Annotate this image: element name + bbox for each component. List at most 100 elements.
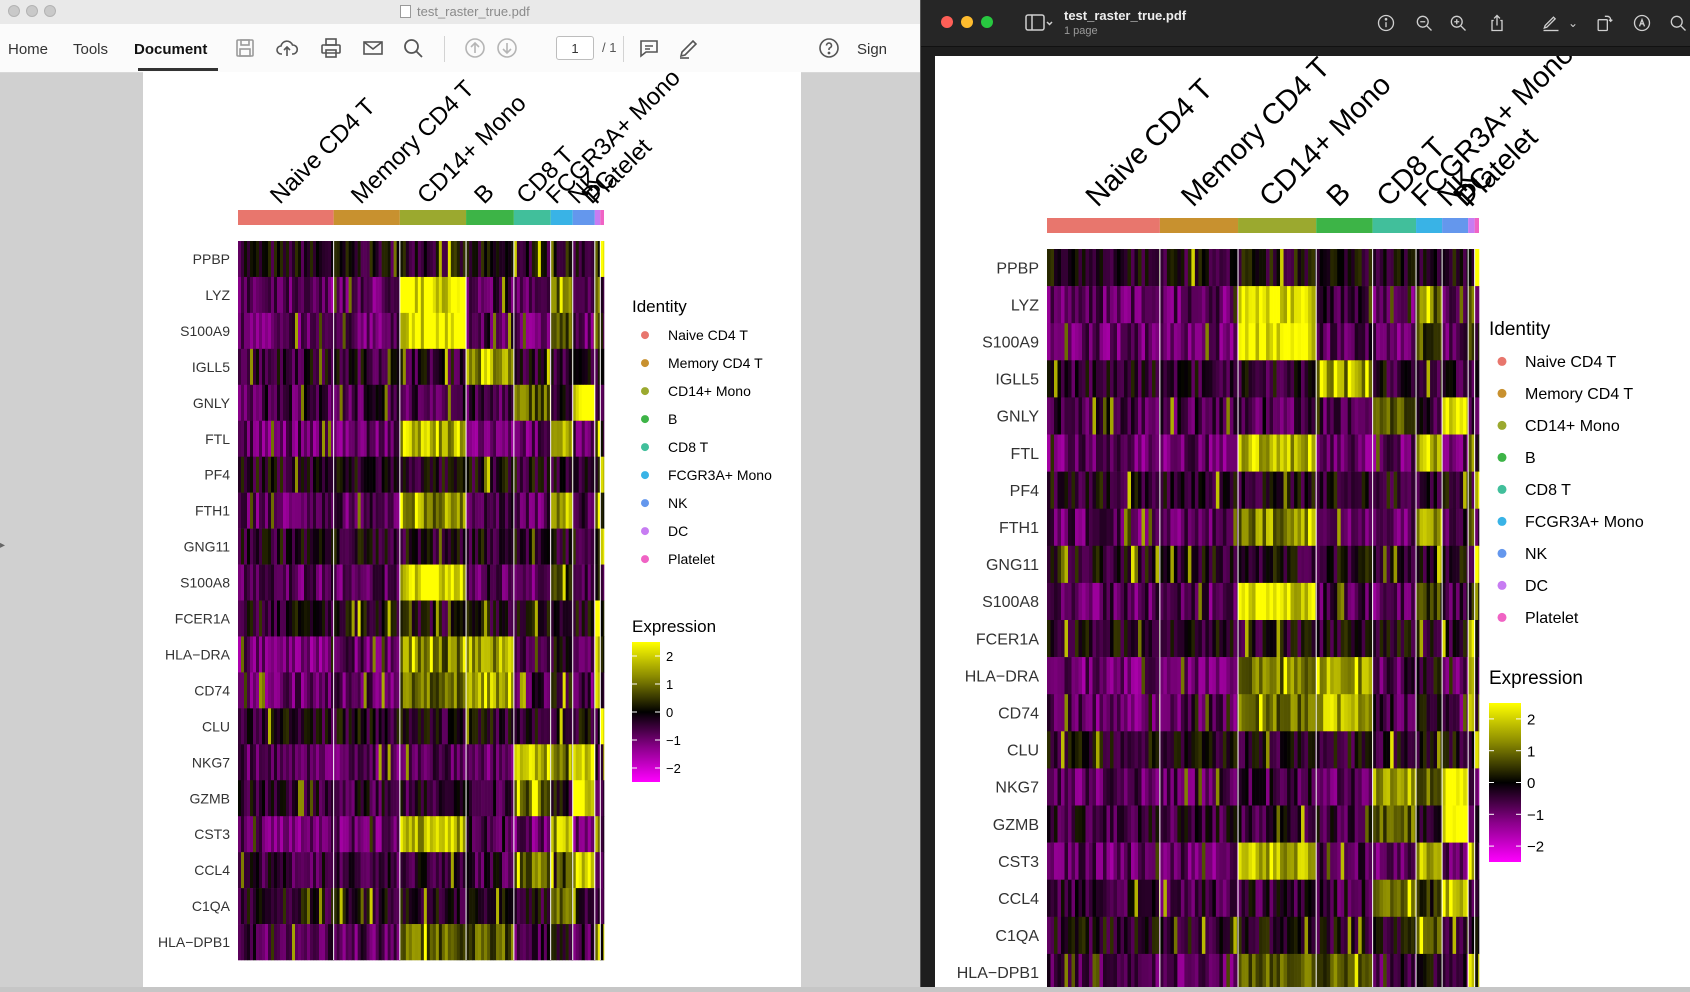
heatmap-cell (1284, 880, 1288, 917)
page-number-input[interactable] (556, 36, 594, 60)
heatmap-cell (298, 852, 301, 888)
heatmap-cell (1216, 397, 1220, 434)
highlight-pen-icon[interactable] (676, 35, 702, 61)
zoom-in-icon[interactable] (1446, 11, 1470, 35)
tab-tools[interactable]: Tools (73, 41, 108, 58)
heatmap-cell (1135, 472, 1139, 509)
group-color-bar (573, 210, 595, 225)
heatmap-cell (367, 780, 370, 816)
heatmap-cell (1174, 843, 1178, 880)
markup-dropdown-chevron-icon[interactable]: ⌄ (1566, 11, 1580, 35)
tab-document[interactable]: Document (134, 41, 207, 58)
email-icon[interactable] (360, 35, 386, 61)
heatmap-cell (409, 457, 412, 493)
heatmap-cell (1308, 843, 1312, 880)
sidebar-icon[interactable] (1021, 11, 1057, 35)
zoom-window-button[interactable] (981, 16, 993, 28)
heatmap-cell (373, 601, 376, 637)
heatmap-cell (1191, 620, 1195, 657)
rotate-icon[interactable] (1592, 11, 1616, 35)
heatmap-cell (304, 780, 307, 816)
heatmap-cell (603, 708, 604, 744)
heatmap-cell (298, 565, 301, 601)
heatmap-cell (576, 241, 579, 277)
heatmap-cell (1249, 249, 1253, 286)
heatmap-cell (1107, 249, 1111, 286)
search-icon[interactable] (1666, 11, 1690, 35)
heatmap-cell (1167, 768, 1171, 805)
heatmap-cell (313, 888, 316, 924)
heatmap-cell (427, 816, 430, 852)
tab-home[interactable]: Home (8, 41, 48, 58)
heatmap-cell (355, 744, 358, 780)
heatmap-cell (1145, 694, 1149, 731)
help-icon[interactable] (816, 35, 842, 61)
cloud-upload-icon[interactable] (274, 35, 300, 61)
heatmap-cell (1068, 249, 1072, 286)
heatmap-cell (569, 457, 572, 493)
heatmap-cell (388, 888, 391, 924)
heatmap-cell (1124, 323, 1128, 360)
share-icon[interactable] (1485, 11, 1509, 35)
page-up-icon[interactable] (462, 35, 488, 61)
heatmap-cell (490, 313, 493, 349)
zoom-window-button[interactable] (44, 5, 56, 17)
heatmap-cell (1387, 546, 1391, 583)
panel-expand-arrow-icon[interactable]: ▸ (0, 540, 5, 551)
print-icon[interactable] (318, 35, 344, 61)
heatmap-cell (289, 385, 292, 421)
comment-icon[interactable] (636, 35, 662, 61)
heatmap-cell (493, 924, 496, 960)
heatmap-cell (547, 888, 550, 924)
zoom-out-icon[interactable] (1412, 11, 1436, 35)
heatmap-cell (328, 672, 331, 708)
heatmap-cell (301, 493, 304, 529)
heatmap-cell (379, 529, 382, 565)
close-window-button[interactable] (941, 16, 953, 28)
page-down-icon[interactable] (494, 35, 520, 61)
heatmap-cell (1054, 323, 1058, 360)
heatmap-cell (1072, 880, 1076, 917)
heatmap-cell (1387, 620, 1391, 657)
heatmap-cell (1351, 509, 1355, 546)
heatmap-cell (1184, 768, 1188, 805)
heatmap-cell (310, 529, 313, 565)
heatmap-cell (1198, 360, 1202, 397)
info-icon[interactable] (1374, 11, 1398, 35)
heatmap-cell (1380, 806, 1384, 843)
heatmap-cell (1198, 323, 1202, 360)
heatmap-cell (436, 241, 439, 277)
heatmap-cell (1478, 620, 1479, 657)
heatmap-cell (394, 708, 397, 744)
heatmap-cell (1390, 286, 1394, 323)
search-icon[interactable] (400, 35, 426, 61)
heatmap-cell (1089, 509, 1093, 546)
heatmap-cell (1327, 546, 1331, 583)
heatmap-cell (1327, 360, 1331, 397)
heatmap-cell (1449, 583, 1453, 620)
heatmap-cell (1135, 620, 1139, 657)
heatmap-cell (560, 565, 563, 601)
annotate-icon[interactable] (1630, 11, 1654, 35)
heatmap-cell (544, 385, 547, 421)
heatmap-cell (1404, 768, 1408, 805)
minimize-window-button[interactable] (961, 16, 973, 28)
heatmap-cell (382, 744, 385, 780)
heatmap-cell (352, 636, 355, 672)
heatmap-cell (1416, 843, 1420, 880)
heatmap-cell (304, 457, 307, 493)
heatmap-cell (1072, 806, 1076, 843)
heatmap-cell (1121, 397, 1125, 434)
minimize-window-button[interactable] (26, 5, 38, 17)
heatmap-cell (259, 744, 262, 780)
save-icon[interactable] (232, 35, 258, 61)
heatmap-cell (529, 313, 532, 349)
heatmap-cell (484, 385, 487, 421)
heatmap-cell (487, 601, 490, 637)
markup-pen-icon[interactable] (1539, 11, 1563, 35)
heatmap-cell (529, 529, 532, 565)
heatmap-cell (1124, 806, 1128, 843)
heatmap-cell (1170, 546, 1174, 583)
sign-button[interactable]: Sign (857, 41, 887, 58)
close-window-button[interactable] (8, 5, 20, 17)
